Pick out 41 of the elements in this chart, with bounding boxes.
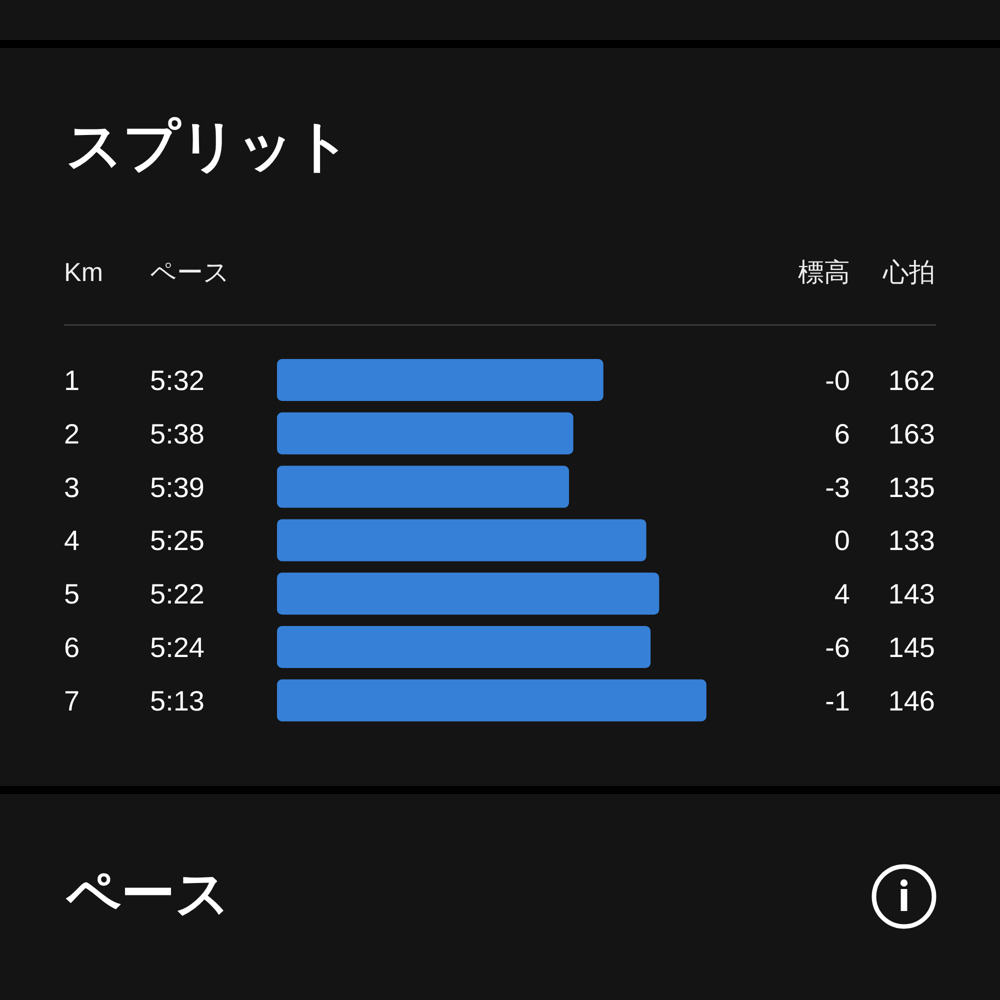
y-tick-label: 7 <box>64 684 80 716</box>
text: 143 <box>888 578 935 610</box>
bar <box>277 626 651 668</box>
bar <box>277 572 660 615</box>
text: 6 <box>834 418 850 449</box>
text: 146 <box>888 684 935 716</box>
y-tick-label: 4 <box>64 524 80 556</box>
text: 163 <box>888 418 935 449</box>
text: -1 <box>825 684 850 716</box>
text: 4 <box>834 578 850 610</box>
y-axis-title: Km <box>64 257 103 287</box>
bar <box>277 359 604 401</box>
y-tick-label: 2 <box>64 418 80 449</box>
text: -3 <box>825 471 850 502</box>
y-tick-label: 3 <box>64 471 80 502</box>
y-tick-label: 1 <box>64 364 80 396</box>
text: 0 <box>834 524 850 556</box>
text: 135 <box>888 471 935 502</box>
text: ペース <box>65 864 230 924</box>
text: 標高 <box>798 257 850 287</box>
bar <box>277 519 646 562</box>
text: 5:25 <box>150 524 204 556</box>
bar <box>277 679 706 722</box>
y-tick-label: 6 <box>64 632 80 662</box>
bar <box>277 412 574 454</box>
text: 5:39 <box>150 471 204 502</box>
text: -0 <box>825 364 850 396</box>
text: 心拍 <box>882 257 935 287</box>
text: 5:38 <box>150 418 204 449</box>
text: 5:24 <box>150 632 204 662</box>
text: -6 <box>825 632 850 662</box>
text: 162 <box>888 364 935 396</box>
text: 5:13 <box>150 684 204 716</box>
text: 5:22 <box>150 578 204 610</box>
chart-title: スプリット <box>66 114 351 176</box>
text: ペース <box>150 257 230 287</box>
text: 145 <box>888 632 935 662</box>
bar <box>277 466 569 508</box>
text: 133 <box>888 524 935 556</box>
y-tick-label: 5 <box>64 578 80 610</box>
text: 5:32 <box>150 364 204 396</box>
